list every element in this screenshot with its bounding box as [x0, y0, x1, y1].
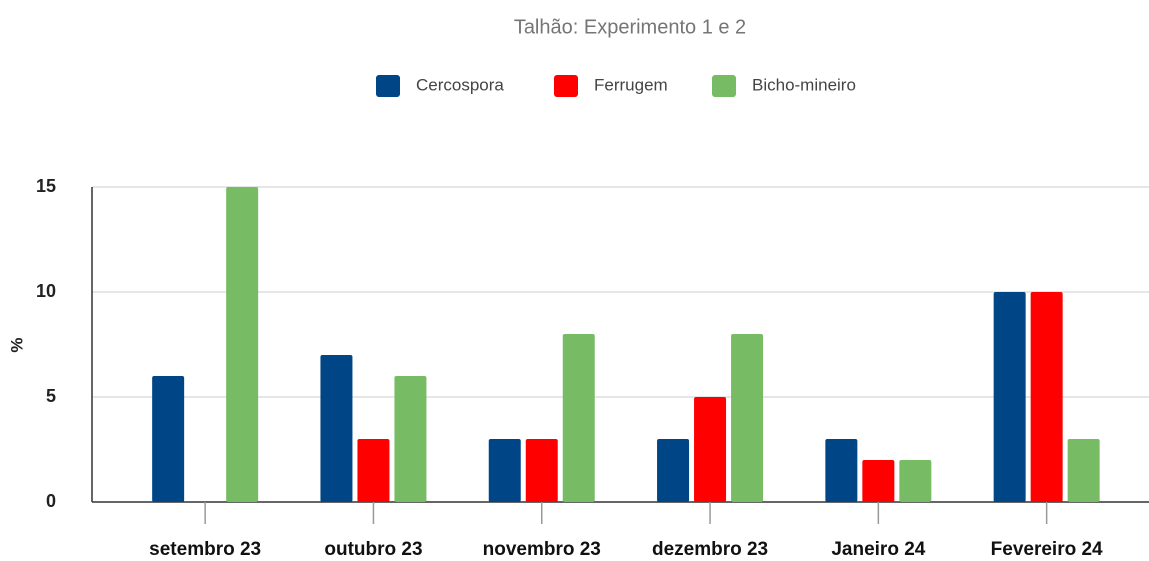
legend-label: Ferrugem [594, 75, 668, 94]
legend-swatch [376, 75, 400, 97]
chart-title: Talhão: Experimento 1 e 2 [514, 16, 746, 38]
bar [993, 292, 1026, 502]
y-tick-label: 0 [46, 491, 56, 511]
x-tick-label: Fevereiro 24 [991, 539, 1103, 560]
bar [694, 397, 727, 502]
bar [825, 439, 858, 502]
bar [899, 460, 932, 502]
legend-label: Cercospora [416, 75, 504, 94]
bar [525, 439, 558, 502]
y-tick-label: 10 [36, 281, 56, 301]
bar [862, 460, 895, 502]
bar [657, 439, 690, 502]
bar [562, 334, 595, 502]
x-tick-label: setembro 23 [149, 539, 261, 560]
y-tick-label: 15 [36, 176, 56, 196]
legend-swatch [554, 75, 578, 97]
bar [488, 439, 521, 502]
x-tick-label: outubro 23 [324, 539, 422, 560]
bar [1030, 292, 1063, 502]
legend-swatch [712, 75, 736, 97]
bar [394, 376, 427, 502]
bar [152, 376, 185, 502]
x-tick-label: dezembro 23 [652, 539, 768, 560]
bar [320, 355, 353, 502]
y-tick-label: 5 [46, 386, 56, 406]
legend-label: Bicho-mineiro [752, 75, 856, 94]
bar [357, 439, 390, 502]
bar [226, 187, 259, 502]
x-tick-label: novembro 23 [483, 539, 601, 560]
y-axis-label: % [7, 337, 26, 352]
bar [1067, 439, 1100, 502]
bar [731, 334, 764, 502]
x-tick-label: Janeiro 24 [831, 539, 925, 560]
